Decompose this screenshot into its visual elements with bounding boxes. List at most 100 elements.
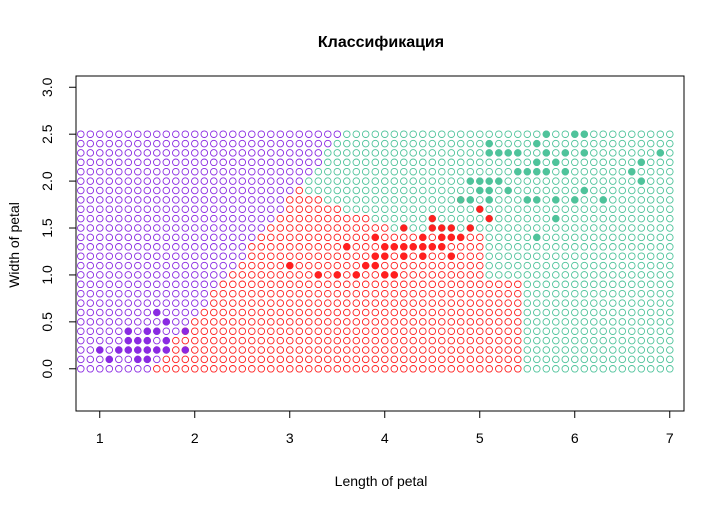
grid-point	[238, 233, 247, 242]
grid-point	[238, 327, 247, 335]
grid-point	[656, 158, 665, 167]
grid-point	[400, 289, 408, 298]
grid-point	[514, 271, 522, 279]
grid-point	[495, 186, 503, 195]
grid-point	[466, 243, 475, 251]
grid-point	[390, 355, 399, 364]
grid-point	[200, 158, 209, 167]
grid-point	[590, 149, 598, 157]
grid-point	[181, 289, 190, 298]
grid-point	[485, 158, 493, 167]
grid-point	[200, 271, 209, 279]
grid-point	[352, 139, 361, 148]
grid-point	[656, 243, 665, 251]
grid-point	[314, 196, 323, 204]
grid-point	[153, 233, 161, 242]
grid-point	[162, 308, 171, 317]
grid-point	[485, 224, 493, 232]
grid-point	[561, 158, 570, 167]
grid-point	[124, 186, 133, 195]
grid-point	[314, 261, 323, 270]
grid-point	[646, 299, 655, 307]
grid-point	[352, 261, 361, 270]
grid-point	[552, 355, 560, 364]
grid-point	[200, 196, 209, 204]
grid-point	[609, 318, 617, 326]
data-point-class-1	[162, 336, 170, 345]
grid-point	[105, 299, 114, 307]
grid-point	[238, 289, 247, 298]
grid-point	[561, 336, 570, 345]
grid-point	[571, 365, 579, 373]
grid-point	[428, 271, 437, 279]
grid-point	[219, 271, 227, 279]
grid-point	[447, 346, 456, 354]
grid-point	[267, 327, 275, 335]
grid-point	[504, 214, 512, 223]
grid-point	[181, 308, 190, 317]
grid-point	[390, 252, 399, 260]
grid-point	[238, 149, 247, 157]
grid-point	[124, 214, 133, 223]
grid-point	[257, 271, 266, 279]
grid-point	[361, 130, 370, 138]
grid-point	[286, 224, 294, 232]
grid-point	[191, 327, 199, 335]
data-point-class-2	[428, 243, 436, 251]
grid-point	[257, 355, 266, 364]
data-point-class-3	[495, 149, 503, 157]
grid-point	[172, 243, 180, 251]
grid-point	[476, 158, 484, 167]
grid-point	[476, 196, 484, 204]
grid-point	[428, 280, 437, 289]
grid-point	[428, 336, 437, 345]
grid-point	[96, 224, 104, 232]
grid-point	[162, 252, 171, 260]
data-point-class-1	[124, 346, 132, 354]
grid-point	[181, 167, 190, 176]
grid-point	[153, 186, 161, 195]
grid-point	[542, 336, 551, 345]
grid-point	[305, 271, 313, 279]
grid-point	[628, 186, 636, 195]
grid-point	[248, 177, 256, 185]
grid-point	[172, 186, 180, 195]
grid-point	[646, 186, 655, 195]
grid-point	[361, 346, 370, 354]
grid-point	[210, 365, 218, 373]
grid-point	[656, 280, 665, 289]
grid-point	[514, 355, 522, 364]
grid-point	[105, 214, 114, 223]
grid-point	[495, 233, 503, 242]
grid-point	[666, 186, 674, 195]
grid-point	[77, 139, 85, 148]
grid-point	[210, 158, 218, 167]
grid-point	[314, 214, 323, 223]
grid-point	[628, 327, 636, 335]
grid-point	[210, 346, 218, 354]
grid-point	[324, 365, 332, 373]
grid-point	[400, 205, 408, 213]
grid-point	[295, 327, 304, 335]
grid-point	[191, 186, 199, 195]
grid-point	[219, 205, 227, 213]
grid-point	[580, 299, 589, 307]
grid-point	[257, 149, 266, 157]
data-point-class-3	[561, 149, 569, 157]
grid-point	[286, 196, 294, 204]
grid-point	[523, 271, 532, 279]
grid-point	[504, 205, 512, 213]
grid-point	[637, 243, 646, 251]
grid-point	[628, 205, 636, 213]
grid-point	[143, 149, 152, 157]
grid-point	[504, 336, 512, 345]
grid-point	[618, 186, 627, 195]
grid-point	[361, 214, 370, 223]
grid-point	[618, 327, 627, 335]
grid-point	[172, 224, 180, 232]
grid-point	[618, 346, 627, 354]
grid-point	[646, 365, 655, 373]
grid-point	[637, 214, 646, 223]
grid-point	[542, 177, 551, 185]
grid-point	[466, 205, 475, 213]
